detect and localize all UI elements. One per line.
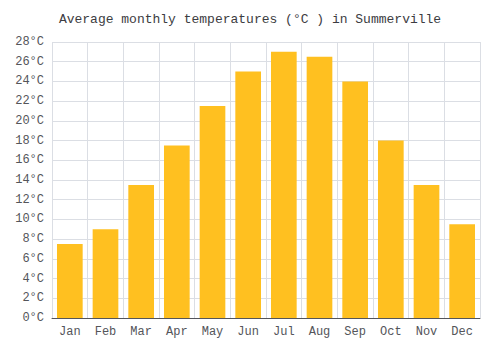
svg-text:Nov: Nov [416, 325, 438, 339]
svg-text:6°C: 6°C [22, 252, 44, 266]
svg-text:0°C: 0°C [22, 311, 44, 325]
svg-text:Sep: Sep [344, 325, 366, 339]
svg-text:22°C: 22°C [15, 94, 44, 108]
svg-text:Aug: Aug [309, 325, 331, 339]
svg-text:Jun: Jun [237, 325, 259, 339]
svg-text:12°C: 12°C [15, 193, 44, 207]
svg-text:Dec: Dec [451, 325, 473, 339]
svg-text:26°C: 26°C [15, 55, 44, 69]
svg-text:28°C: 28°C [15, 35, 44, 49]
svg-text:Jan: Jan [59, 325, 81, 339]
svg-text:Apr: Apr [166, 325, 188, 339]
svg-text:20°C: 20°C [15, 114, 44, 128]
svg-text:Feb: Feb [95, 325, 117, 339]
svg-text:4°C: 4°C [22, 272, 44, 286]
svg-text:May: May [202, 325, 224, 339]
svg-text:10°C: 10°C [15, 212, 44, 226]
svg-text:24°C: 24°C [15, 74, 44, 88]
svg-text:2°C: 2°C [22, 291, 44, 305]
svg-text:14°C: 14°C [15, 173, 44, 187]
svg-text:Average monthly temperatures (: Average monthly temperatures (°C ) in Su… [59, 12, 441, 27]
svg-text:8°C: 8°C [22, 232, 44, 246]
svg-text:18°C: 18°C [15, 134, 44, 148]
svg-text:Oct: Oct [380, 325, 402, 339]
svg-text:Mar: Mar [130, 325, 152, 339]
svg-text:16°C: 16°C [15, 153, 44, 167]
svg-text:Jul: Jul [273, 325, 295, 339]
